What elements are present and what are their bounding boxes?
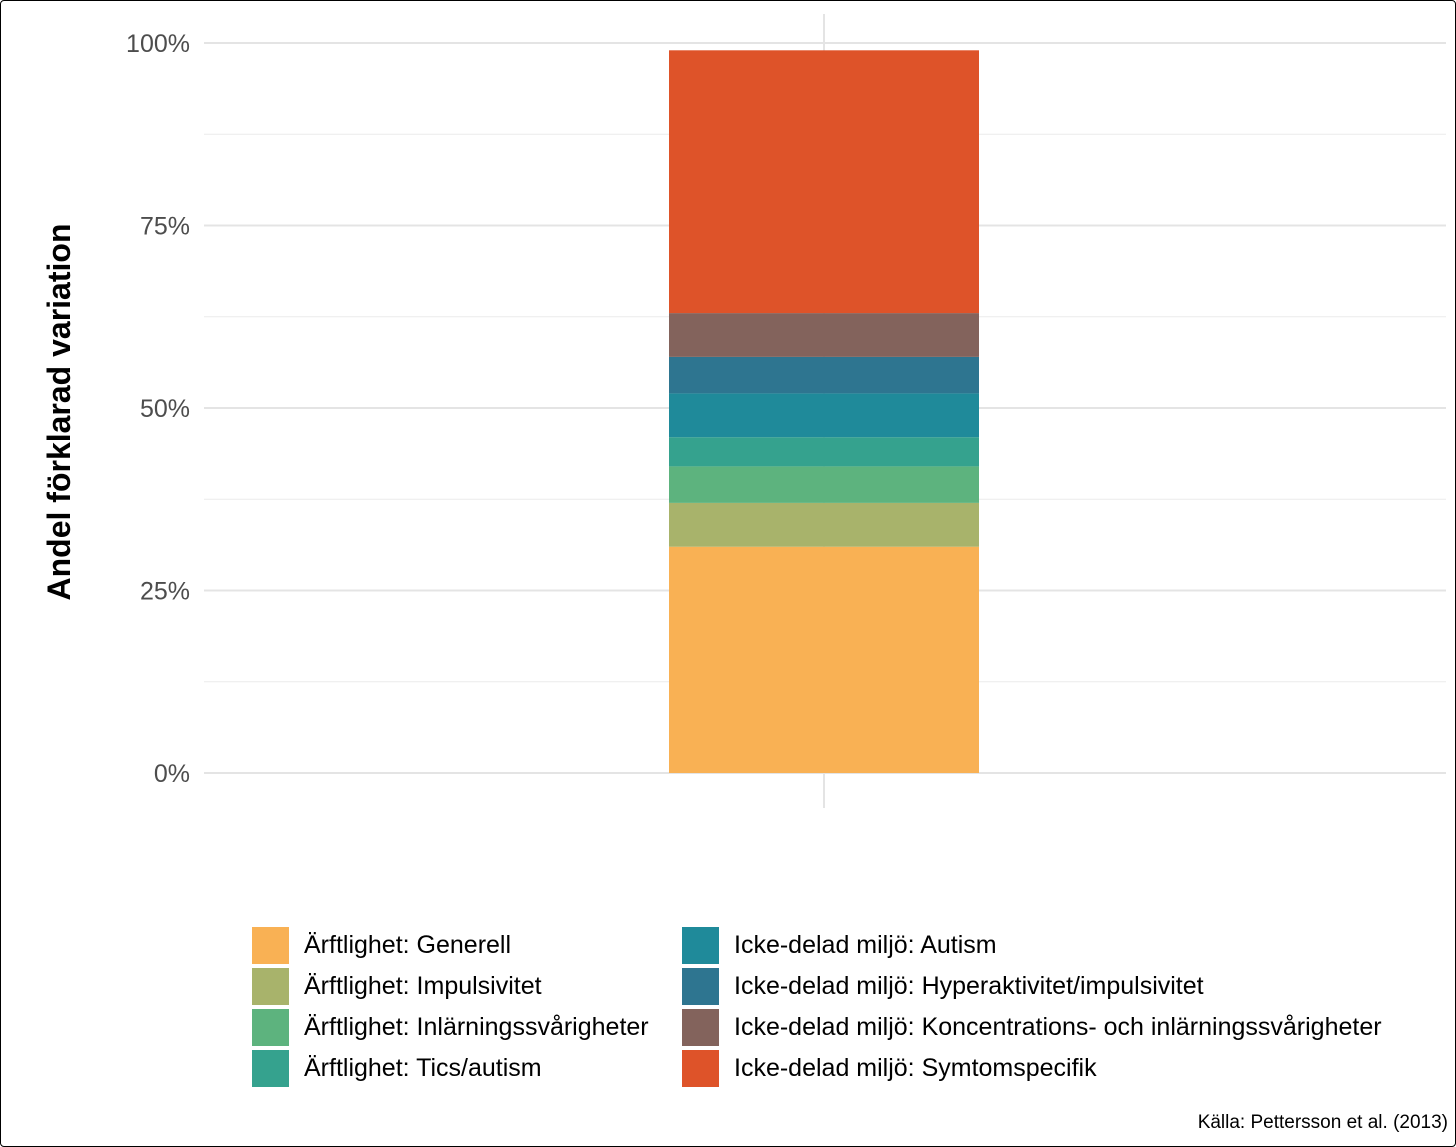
legend-item: Icke-delad miljö: Autism — [682, 926, 997, 964]
legend-swatch — [252, 1049, 289, 1087]
legend-label: Ärftlighet: Impulsivitet — [304, 971, 542, 1000]
bar-segment — [669, 356, 979, 394]
legend-item: Icke-delad miljö: Symtomspecifik — [682, 1049, 1097, 1087]
legend-swatch — [252, 967, 289, 1005]
y-tick-label: 50% — [140, 395, 190, 423]
legend-swatch — [682, 926, 719, 964]
legend-item: Icke-delad miljö: Hyperaktivitet/impulsi… — [682, 967, 1204, 1005]
bar-segment — [669, 466, 979, 503]
legend-label: Ärftlighet: Tics/autism — [304, 1053, 542, 1082]
legend-label: Icke-delad miljö: Autism — [734, 930, 997, 959]
source-caption: Källa: Pettersson et al. (2013) — [1197, 1112, 1448, 1133]
bar-segment — [669, 50, 979, 314]
legend-swatch — [252, 1008, 289, 1046]
legend-label: Icke-delad miljö: Symtomspecifik — [734, 1053, 1097, 1082]
bar-segment — [669, 546, 979, 773]
y-axis-label: Andel förklarad variation — [41, 224, 77, 601]
legend-swatch — [682, 967, 719, 1005]
legend-item: Ärftlighet: Impulsivitet — [252, 967, 542, 1005]
legend-label: Ärftlighet: Generell — [304, 930, 512, 959]
y-tick-label: 0% — [154, 760, 190, 788]
bar-layer — [669, 50, 979, 773]
legend-item: Ärftlighet: Inlärningssvårigheter — [252, 1008, 649, 1046]
legend-label: Icke-delad miljö: Koncentrations- och in… — [734, 1012, 1382, 1041]
legend-swatch — [252, 926, 289, 964]
bar-segment — [669, 437, 979, 467]
legend-item: Ärftlighet: Generell — [252, 926, 511, 964]
tick-layer: 0% 25% 50% 75% 100% — [126, 30, 190, 788]
bar-segment — [669, 313, 979, 357]
y-tick-label: 25% — [140, 578, 190, 606]
y-tick-label: 100% — [126, 30, 190, 58]
bar-segment — [669, 393, 979, 438]
legend-swatch — [682, 1008, 719, 1046]
bar-segment — [669, 502, 979, 547]
legend-swatch — [682, 1049, 719, 1087]
legend-item: Ärftlighet: Tics/autism — [252, 1049, 542, 1087]
legend-item: Icke-delad miljö: Koncentrations- och in… — [682, 1008, 1382, 1046]
legend-label: Ärftlighet: Inlärningssvårigheter — [304, 1012, 649, 1041]
legend-label: Icke-delad miljö: Hyperaktivitet/impulsi… — [734, 971, 1204, 1000]
y-tick-label: 75% — [140, 213, 190, 241]
